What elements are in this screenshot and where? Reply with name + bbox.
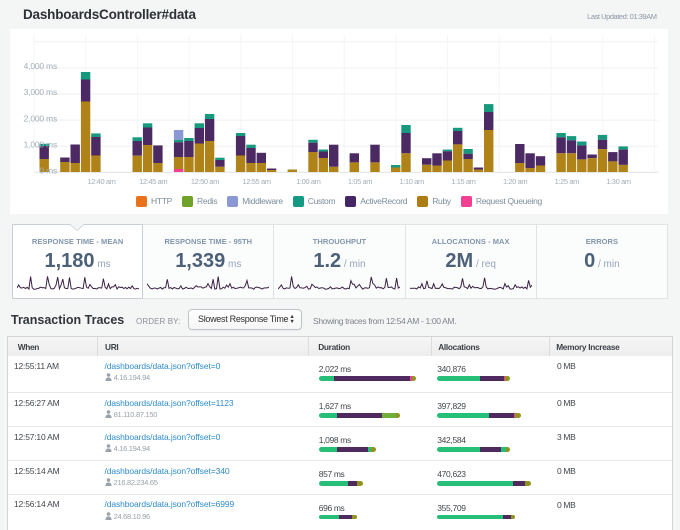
svg-text:3,000 ms: 3,000 ms bbox=[24, 87, 57, 97]
svg-text:1:05 am: 1:05 am bbox=[348, 177, 372, 186]
svg-text:1,000 ms: 1,000 ms bbox=[24, 139, 57, 149]
svg-text:1:30 am: 1:30 am bbox=[606, 177, 630, 186]
svg-text:12:55 am: 12:55 am bbox=[243, 177, 271, 186]
svg-text:1:00 am: 1:00 am bbox=[296, 177, 320, 186]
svg-text:1:15 am: 1:15 am bbox=[451, 177, 475, 186]
svg-text:4,000 ms: 4,000 ms bbox=[24, 61, 57, 71]
svg-text:12:45 am: 12:45 am bbox=[139, 177, 167, 186]
svg-text:1:25 am: 1:25 am bbox=[555, 177, 579, 186]
svg-text:12:40 am: 12:40 am bbox=[87, 177, 115, 186]
svg-text:12:50 am: 12:50 am bbox=[191, 177, 219, 186]
svg-text:2,000 ms: 2,000 ms bbox=[24, 113, 57, 123]
svg-text:0 ms: 0 ms bbox=[39, 166, 57, 176]
svg-text:1:20 am: 1:20 am bbox=[503, 177, 527, 186]
svg-text:1:10 am: 1:10 am bbox=[400, 177, 424, 186]
